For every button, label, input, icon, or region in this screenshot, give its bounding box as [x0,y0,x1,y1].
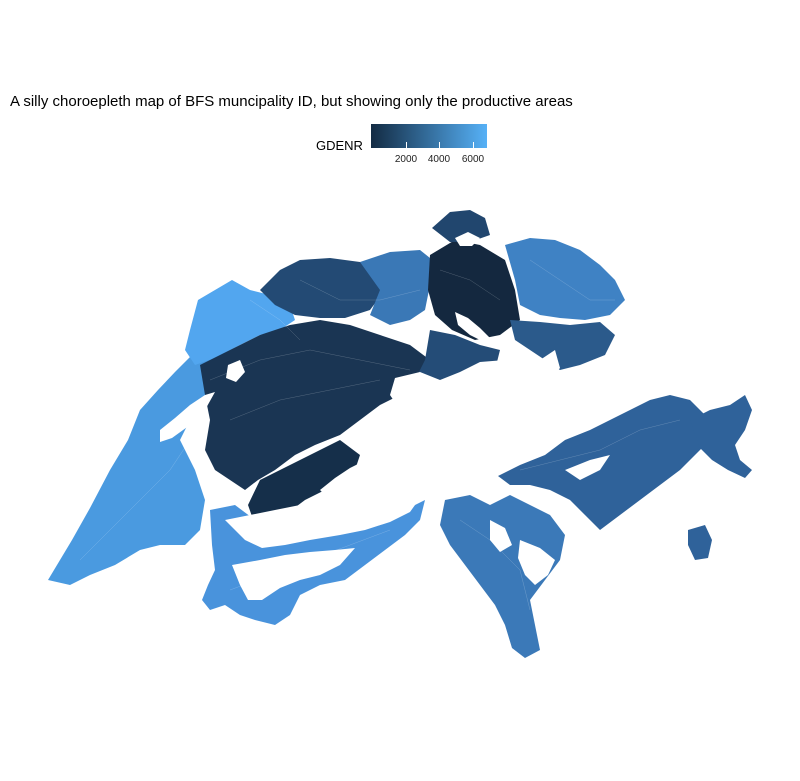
region-bern-oberland [248,440,360,530]
region-stgallen [510,320,615,370]
region-aargau [360,250,435,325]
region-zurich [428,240,520,340]
municipality-borders [79,259,681,611]
map-title: A silly choroepleth map of BFS muncipali… [10,93,573,110]
legend-title: GDENR [316,138,363,153]
legend-tick-label: 4000 [427,154,451,165]
region-engadin [690,395,752,478]
region-schaffhausen [432,210,490,242]
region-basel [260,258,385,318]
legend-tick-label: 2000 [394,154,418,165]
region-vaud [48,345,230,585]
legend-tick-mark [439,142,440,148]
legend-tick-label: 6000 [461,154,485,165]
region-bern [200,320,430,490]
legend-tick-mark [406,142,407,148]
legend-colorbar [371,124,487,148]
unproductive-areas [160,232,610,600]
region-jura-west [185,280,295,365]
region-thurgau [505,238,625,320]
color-legend: GDENR 2000 4000 6000 [316,122,496,168]
legend-tick-mark [473,142,474,148]
region-munstertal [688,525,712,560]
region-ticino [440,495,565,658]
